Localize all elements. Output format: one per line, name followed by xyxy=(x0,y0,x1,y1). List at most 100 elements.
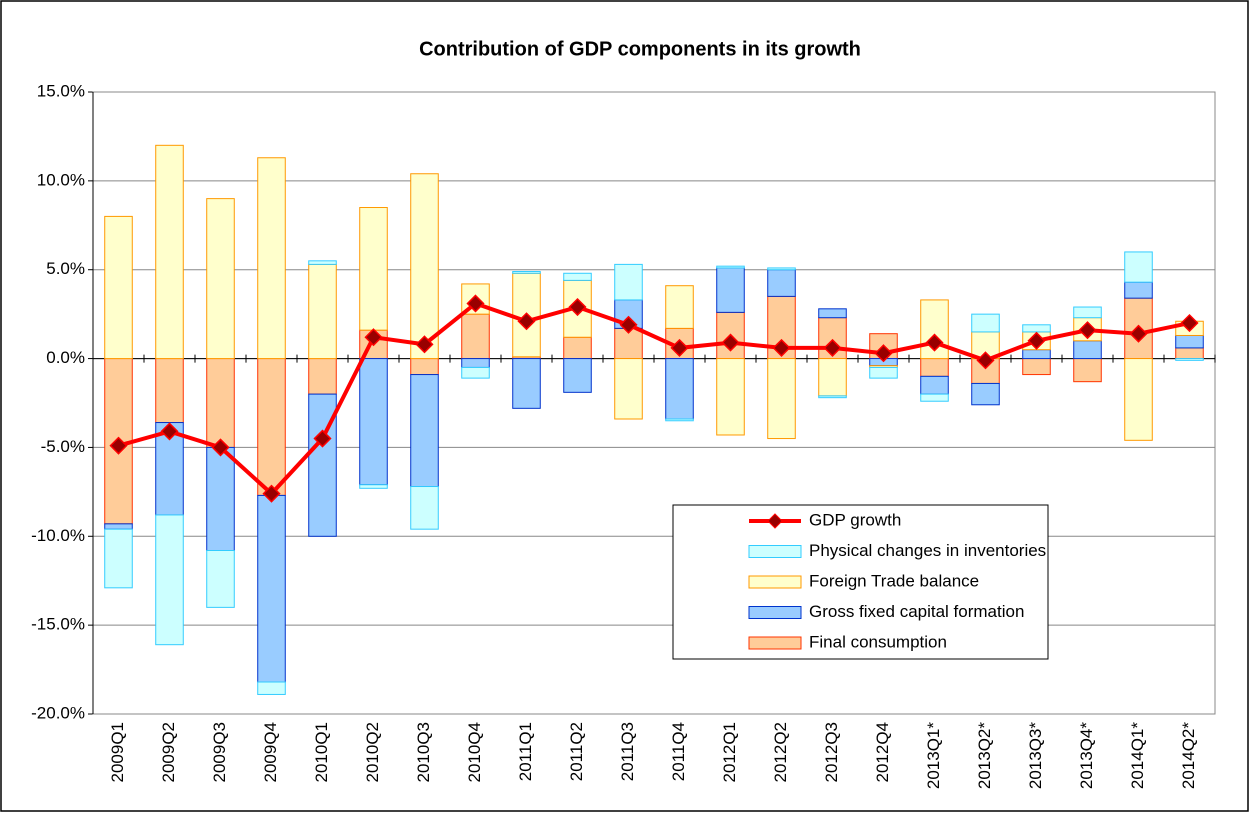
bar xyxy=(971,313,1000,333)
y-tick-label: -5.0% xyxy=(41,437,85,456)
marker xyxy=(1129,324,1148,343)
marker xyxy=(568,297,587,317)
marker xyxy=(925,333,944,352)
marker xyxy=(415,335,434,354)
bar xyxy=(1175,358,1204,361)
bar xyxy=(359,484,388,489)
bar xyxy=(665,358,694,420)
bar xyxy=(155,514,184,646)
marker xyxy=(976,351,995,370)
legend-marker xyxy=(767,513,783,529)
y-tick-label: -20.0% xyxy=(31,703,85,722)
bar xyxy=(410,374,439,488)
bar xyxy=(563,358,592,393)
bar xyxy=(818,395,847,399)
x-tick-label: 2011Q1 xyxy=(516,722,535,781)
bar xyxy=(1073,358,1102,383)
legend-swatch xyxy=(748,575,802,589)
bar xyxy=(818,308,847,319)
bar xyxy=(1073,306,1102,319)
legend-label: Final consumption xyxy=(809,632,947,651)
marker xyxy=(670,338,689,357)
legend-swatch xyxy=(748,606,802,619)
line xyxy=(117,301,1190,497)
bar xyxy=(155,358,184,424)
x-tick-label: 2011Q3 xyxy=(618,722,637,781)
marker xyxy=(109,436,128,455)
marker xyxy=(1027,331,1046,350)
bar xyxy=(767,358,796,440)
bar xyxy=(359,207,388,331)
bar xyxy=(563,272,592,281)
marker xyxy=(211,438,230,457)
x-tick-label: 2012Q4 xyxy=(873,722,892,783)
y-tick-label: 5.0% xyxy=(46,259,85,278)
bar xyxy=(716,267,745,313)
bar xyxy=(665,418,694,422)
marker xyxy=(1078,321,1097,340)
bar xyxy=(308,260,337,265)
x-tick-label: 2010Q1 xyxy=(312,722,331,783)
x-tick-label: 2013Q1* xyxy=(924,722,943,789)
legend xyxy=(672,504,1049,660)
marker xyxy=(262,484,281,503)
marker xyxy=(823,338,842,357)
marker xyxy=(466,294,485,313)
marker xyxy=(364,328,383,347)
bar xyxy=(767,269,796,297)
marker xyxy=(721,333,740,352)
x-tick-label: 2012Q1 xyxy=(720,722,739,783)
bar xyxy=(920,375,949,395)
chart-title: Contribution of GDP components in its gr… xyxy=(419,38,861,60)
bar xyxy=(716,265,745,269)
legend-label: Foreign Trade balance xyxy=(809,571,979,590)
bar xyxy=(920,393,949,402)
bar xyxy=(614,358,643,420)
bar xyxy=(665,285,694,329)
bar xyxy=(1022,349,1051,360)
bar xyxy=(410,173,439,360)
x-tick-label: 2010Q2 xyxy=(363,722,382,783)
bar xyxy=(614,263,643,301)
legend-label: GDP growth xyxy=(809,510,901,529)
marker xyxy=(772,338,791,357)
bar xyxy=(308,263,337,360)
bar xyxy=(716,358,745,436)
bar xyxy=(257,681,286,695)
marker xyxy=(619,315,638,334)
bar xyxy=(869,366,898,379)
x-tick-label: 2013Q2* xyxy=(975,722,994,789)
y-tick-label: -10.0% xyxy=(31,526,85,545)
x-tick-label: 2014Q1* xyxy=(1128,722,1147,789)
bar xyxy=(257,157,286,360)
legend-label: Gross fixed capital formation xyxy=(809,602,1024,621)
bar xyxy=(920,358,949,377)
y-tick-label: -15.0% xyxy=(31,615,85,634)
bar xyxy=(512,358,541,409)
bar xyxy=(563,336,592,360)
bar xyxy=(155,144,184,360)
bar xyxy=(104,523,133,530)
bar xyxy=(1175,347,1204,360)
x-tick-label: 2009Q1 xyxy=(108,722,127,783)
x-tick-label: 2013Q3* xyxy=(1026,722,1045,789)
legend-swatch xyxy=(748,636,802,650)
y-tick-label: 10.0% xyxy=(37,170,85,189)
x-tick-label: 2014Q2* xyxy=(1179,722,1198,789)
x-tick-label: 2012Q3 xyxy=(822,722,841,783)
y-tick-label: 15.0% xyxy=(37,81,85,100)
bar xyxy=(512,270,541,274)
bar xyxy=(1124,281,1153,299)
bar xyxy=(410,486,439,530)
bar xyxy=(1022,324,1051,333)
bar xyxy=(308,358,337,395)
bar xyxy=(257,494,286,683)
marker xyxy=(1180,313,1199,333)
bar xyxy=(1124,358,1153,441)
bar xyxy=(461,366,490,379)
bar xyxy=(1175,334,1204,349)
bar xyxy=(257,358,286,496)
x-tick-label: 2011Q2 xyxy=(567,722,586,781)
bar xyxy=(461,313,490,360)
